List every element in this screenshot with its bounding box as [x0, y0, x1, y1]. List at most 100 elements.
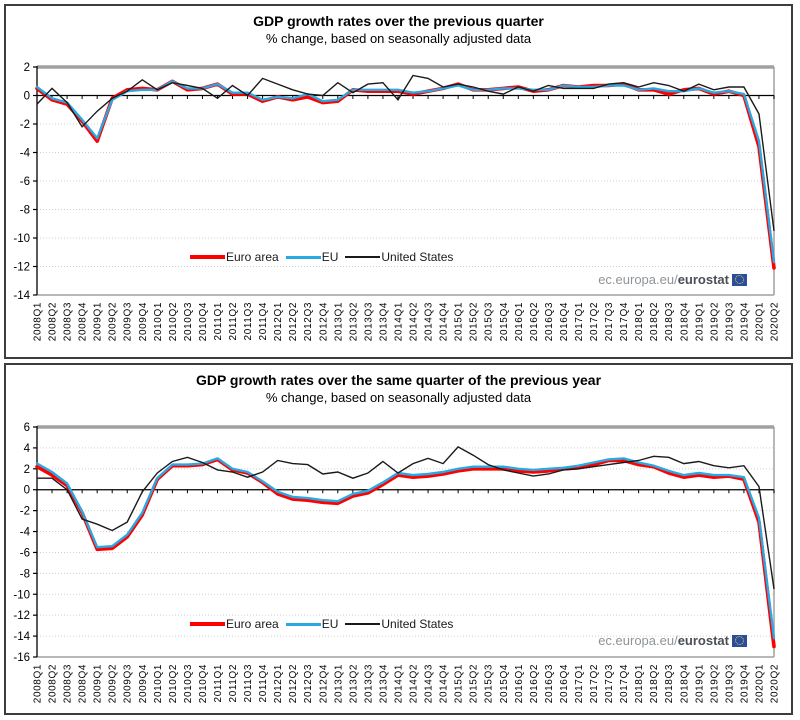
x-tick-label: 2019Q1	[694, 302, 705, 341]
legend-swatch	[190, 622, 225, 626]
x-tick-label: 2016Q1	[514, 302, 525, 341]
x-tick-label: 2013Q3	[363, 302, 374, 341]
x-tick-label: 2008Q2	[48, 664, 59, 703]
x-tick-label: 2014Q4	[439, 664, 450, 703]
zero-line	[36, 489, 775, 494]
legend-label: Euro area	[226, 617, 279, 631]
legend-label: EU	[321, 617, 339, 631]
x-tick-label: 2018Q2	[649, 664, 660, 703]
y-tick-label: 6	[24, 422, 30, 434]
x-tick-label: 2013Q2	[348, 302, 359, 341]
legend-item-euro-area: Euro area	[190, 250, 279, 264]
x-tick-label: 2016Q3	[544, 664, 555, 703]
legend: Euro area EU United States	[190, 250, 460, 264]
x-tick-label: 2011Q1	[213, 302, 224, 340]
x-tick-label: 2010Q4	[198, 664, 209, 703]
x-tick-label: 2018Q2	[649, 302, 660, 341]
legend-swatch	[345, 623, 381, 625]
x-tick-label: 2009Q3	[123, 302, 134, 341]
x-tick-label: 2013Q1	[333, 302, 344, 341]
x-tick-label: 2009Q3	[123, 664, 134, 703]
y-axis: 6 4 2 0 -2 -4 -6 -8 -10 -12 -14 -16	[13, 422, 38, 664]
y-tick-label: -14	[13, 290, 30, 302]
legend-swatch	[285, 255, 321, 259]
x-tick-label: 2011Q2	[228, 664, 239, 702]
chart-yoy: 6 4 2 0 -2 -4 -6 -8 -10 -12 -14 -16 2008Q1 2008Q2 2008…	[4, 363, 793, 715]
watermark-brand: eurostat	[677, 272, 729, 287]
x-tick-label: 2017Q2	[589, 302, 600, 341]
x-tick-label: 2010Q1	[153, 302, 164, 341]
legend-swatch	[190, 255, 225, 259]
x-tick-label: 2018Q4	[679, 302, 690, 341]
x-tick-label: 2012Q2	[288, 302, 299, 341]
x-tick-label: 2014Q3	[424, 664, 435, 703]
legend-item-eu: EU	[285, 617, 339, 631]
x-tick-label: 2008Q4	[78, 302, 89, 341]
y-tick-label: -4	[20, 148, 31, 160]
zero-line	[36, 94, 775, 99]
x-tick-label: 2019Q3	[724, 302, 735, 341]
x-tick-label: 2008Q3	[63, 664, 74, 703]
x-tick-label: 2017Q3	[604, 302, 615, 341]
watermark-brand: eurostat	[677, 633, 729, 648]
x-tick-label: 2019Q1	[694, 664, 705, 703]
y-tick-label: -6	[20, 176, 30, 188]
x-tick-label: 2017Q1	[574, 664, 585, 703]
x-tick-label: 2010Q4	[198, 302, 209, 341]
x-tick-label: 2016Q2	[529, 664, 540, 703]
legend-item-euro-area: Euro area	[190, 617, 279, 631]
chart-subtitle: % change, based on seasonally adjusted d…	[265, 390, 532, 405]
y-tick-label: -6	[20, 547, 30, 559]
x-axis-labels: 2008Q1 2008Q2 2008Q3 2008Q4 2009Q1 2009Q2 2009…	[33, 302, 781, 341]
y-tick-label: -2	[20, 506, 30, 518]
x-tick-label: 2020Q1	[754, 664, 765, 703]
x-tick-label: 2012Q3	[303, 302, 314, 341]
x-tick-label: 2019Q3	[724, 664, 735, 703]
x-tick-label: 2015Q4	[499, 664, 510, 703]
plot-border	[37, 425, 775, 658]
x-tick-label: 2013Q1	[333, 664, 344, 703]
watermark: ec.europa.eu/eurostat	[598, 633, 747, 648]
x-tick-label: 2009Q4	[138, 664, 149, 703]
x-tick-label: 2018Q3	[664, 302, 675, 341]
x-tick-label: 2014Q1	[393, 302, 404, 341]
x-tick-label: 2013Q4	[378, 302, 389, 341]
legend-item-united-states: United States	[345, 250, 453, 264]
x-tick-label: 2016Q1	[514, 664, 525, 703]
x-tick-label: 2020Q1	[754, 302, 765, 341]
x-tick-label: 2015Q2	[469, 302, 480, 341]
y-tick-label: -8	[20, 568, 30, 580]
x-tick-label: 2012Q3	[303, 664, 314, 703]
x-tick-label: 2011Q2	[228, 302, 239, 340]
chart-title: GDP growth rates over the previous quart…	[253, 13, 544, 29]
x-tick-label: 2010Q1	[153, 664, 164, 703]
x-tick-label: 2019Q2	[709, 302, 720, 341]
x-tick-label: 2017Q4	[619, 664, 630, 703]
chart-title: GDP growth rates over the same quarter o…	[195, 372, 602, 388]
eu-flag-icon	[732, 634, 747, 647]
y-tick-label: 0	[24, 485, 30, 497]
x-tick-label: 2010Q3	[183, 664, 194, 703]
x-tick-label: 2008Q2	[48, 302, 59, 341]
y-tick-label: -10	[13, 233, 30, 245]
x-tick-label: 2014Q3	[424, 302, 435, 341]
x-tick-label: 2011Q4	[258, 664, 269, 702]
x-axis-labels: 2008Q1 2008Q2 2008Q3 2008Q4 2009Q1 2009Q2 2009…	[33, 664, 781, 703]
x-tick-label: 2019Q2	[709, 664, 720, 703]
x-tick-label: 2015Q3	[484, 302, 495, 341]
series-line-eu	[35, 80, 776, 264]
x-tick-label: 2018Q3	[664, 664, 675, 703]
legend-label: United States	[381, 617, 454, 631]
x-tick-label: 2014Q2	[409, 664, 420, 703]
x-tick-label: 2012Q1	[273, 664, 284, 703]
y-tick-label: 0	[24, 91, 30, 103]
x-tick-label: 2014Q1	[393, 664, 404, 703]
x-tick-label: 2020Q2	[770, 302, 781, 341]
eu-flag-icon	[732, 273, 747, 286]
series-line-euro-area	[35, 79, 776, 270]
legend-label: Euro area	[226, 250, 279, 264]
x-tick-label: 2015Q3	[484, 664, 495, 703]
watermark-prefix: ec.europa.eu/	[598, 272, 678, 287]
x-tick-label: 2015Q2	[469, 664, 480, 703]
